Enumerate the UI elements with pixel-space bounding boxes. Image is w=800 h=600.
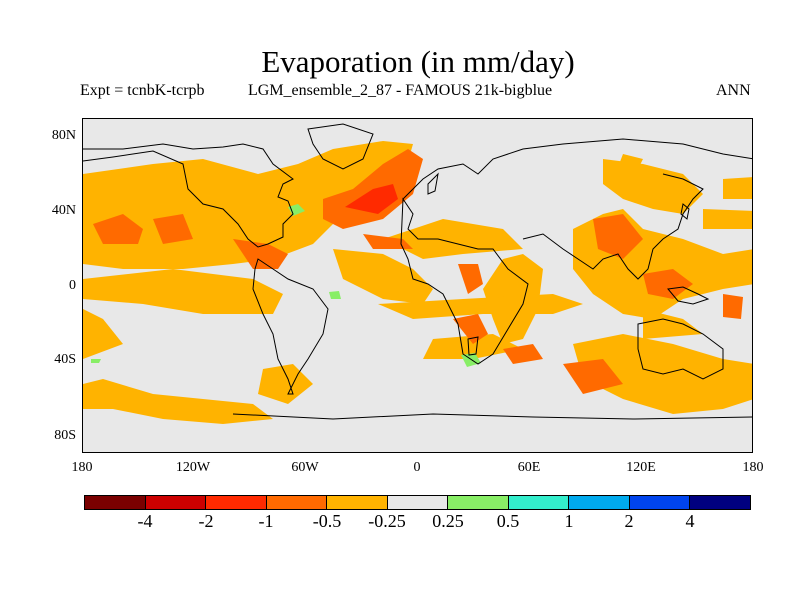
ensemble-label: LGM_ensemble_2_87 - FAMOUS 21k-bigblue xyxy=(248,82,553,99)
colorbar-swatch-3 xyxy=(206,496,267,509)
plot-title: Evaporation (in mm/day) xyxy=(261,44,575,79)
lon-label-180w: 180 xyxy=(71,460,93,475)
lon-label-120w: 120W xyxy=(175,460,211,475)
map-field-svg xyxy=(83,123,752,424)
colorbar-label-10: 4 xyxy=(685,511,695,531)
experiment-label: Expt = tcnbK-tcrpb xyxy=(80,82,205,99)
colorbar-swatch-9 xyxy=(569,496,630,509)
lon-label-120e: 120E xyxy=(626,460,656,475)
field-strong-negative xyxy=(345,184,398,214)
colorbar-swatch-2 xyxy=(145,496,207,509)
colorbar-swatch-7 xyxy=(448,496,509,509)
lon-label-60e: 60E xyxy=(517,460,541,475)
lat-label-80s: 80S xyxy=(54,428,76,443)
lon-label-0: 0 xyxy=(413,460,421,475)
colorbar-label-3: -1 xyxy=(258,511,274,531)
colorbar-swatch-5 xyxy=(327,496,388,509)
colorbar-label-4: -0.5 xyxy=(312,511,342,531)
coastlines xyxy=(83,123,752,420)
colorbar-label-2: -2 xyxy=(198,511,214,531)
lat-label-80n: 80N xyxy=(51,128,76,143)
colorbar-swatch-11 xyxy=(690,496,751,509)
lon-label-60w: 60W xyxy=(291,460,319,475)
colorbar-label-8: 1 xyxy=(564,511,574,531)
colorbar-swatch-6 xyxy=(387,496,449,509)
colorbar-label-7: 0.5 xyxy=(496,511,520,531)
colorbar-label-1: -4 xyxy=(137,511,153,531)
lat-label-40s: 40S xyxy=(54,352,76,367)
evaporation-map xyxy=(82,118,753,453)
colorbar-label-9: 2 xyxy=(624,511,634,531)
lat-label-40n: 40N xyxy=(51,203,76,218)
colorbar-label-6: 0.25 xyxy=(432,511,464,531)
colorbar-label-5: -0.25 xyxy=(368,511,406,531)
colorbar xyxy=(84,495,751,510)
colorbar-swatch-8 xyxy=(508,496,570,509)
colorbar-swatch-1 xyxy=(85,496,146,509)
season-label: ANN xyxy=(716,82,751,99)
lat-label-0: 0 xyxy=(69,278,76,293)
colorbar-swatch-4 xyxy=(266,496,328,509)
colorbar-swatch-10 xyxy=(629,496,691,509)
lon-label-180e: 180 xyxy=(742,460,764,475)
